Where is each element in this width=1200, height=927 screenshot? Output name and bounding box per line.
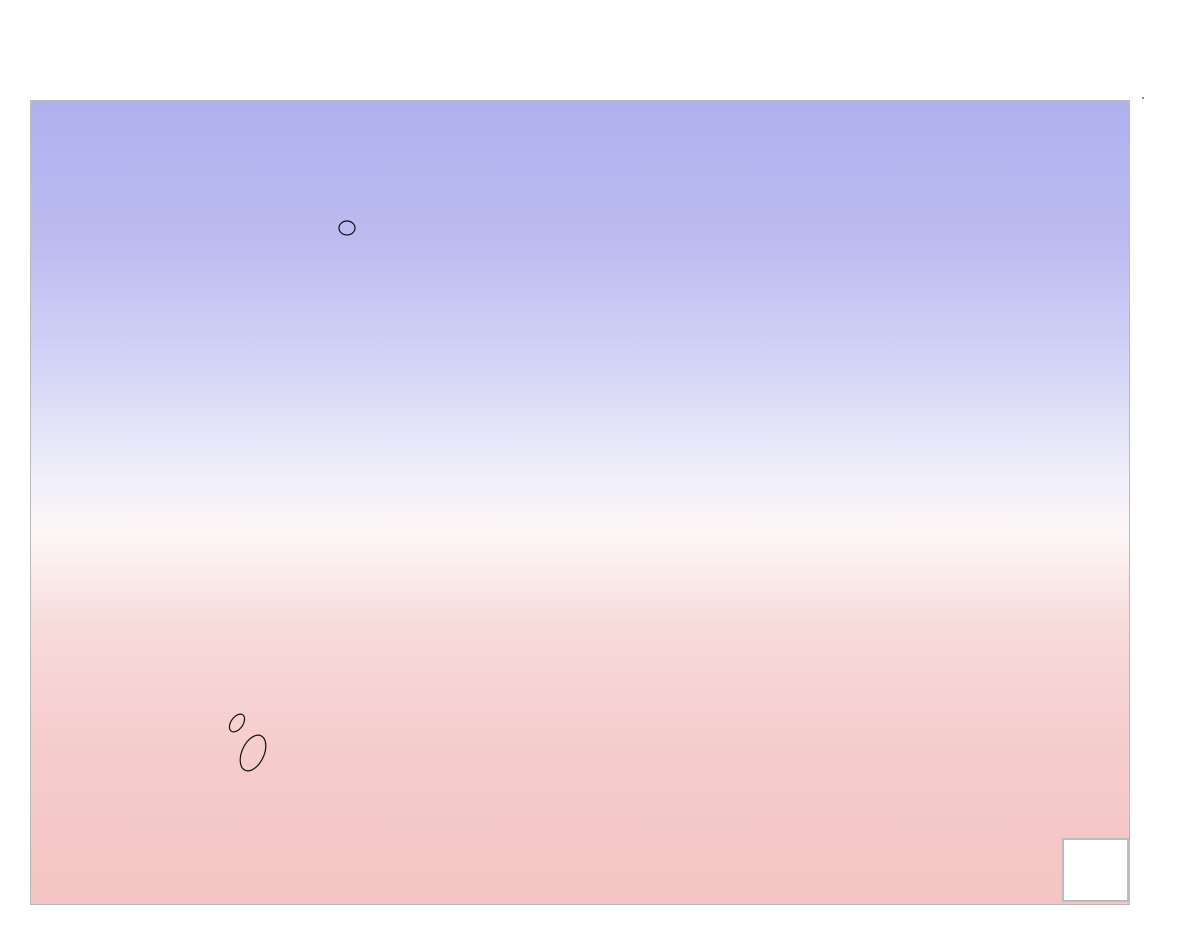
lake-outline xyxy=(338,220,356,236)
lake-outline xyxy=(228,713,246,733)
lake-outline xyxy=(239,734,267,772)
pressure-map xyxy=(30,100,1130,905)
watermark xyxy=(1062,838,1129,902)
pressure-colorbar xyxy=(1142,97,1144,99)
coastline-layer xyxy=(228,220,356,772)
pressure-map-canvas xyxy=(31,101,1129,904)
pressure-field-base xyxy=(31,101,1129,904)
